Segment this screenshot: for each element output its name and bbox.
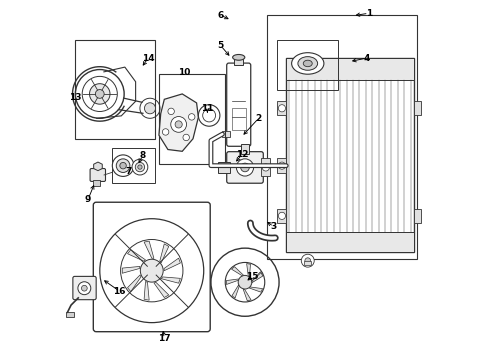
Polygon shape — [226, 279, 239, 284]
Text: 13: 13 — [70, 93, 82, 102]
Circle shape — [189, 114, 195, 120]
Bar — [277, 209, 286, 223]
Text: 2: 2 — [255, 114, 262, 123]
Bar — [112, 148, 155, 183]
Circle shape — [168, 108, 174, 114]
Bar — [66, 311, 74, 316]
Ellipse shape — [292, 53, 324, 74]
Circle shape — [138, 165, 142, 169]
Polygon shape — [249, 287, 263, 292]
FancyBboxPatch shape — [227, 63, 251, 146]
Polygon shape — [127, 250, 146, 261]
Polygon shape — [144, 241, 154, 258]
Polygon shape — [94, 162, 102, 171]
Text: 8: 8 — [140, 151, 146, 160]
Circle shape — [162, 129, 169, 135]
Polygon shape — [232, 285, 239, 298]
Text: 1: 1 — [366, 9, 372, 18]
Bar — [218, 162, 230, 173]
Circle shape — [96, 90, 104, 98]
Circle shape — [135, 162, 145, 172]
Polygon shape — [160, 244, 169, 263]
Bar — [286, 232, 414, 252]
Text: 12: 12 — [236, 150, 248, 159]
Ellipse shape — [233, 54, 245, 60]
FancyBboxPatch shape — [73, 276, 96, 300]
Text: 10: 10 — [178, 68, 190, 77]
Bar — [286, 58, 414, 252]
Bar — [277, 101, 286, 116]
Text: 3: 3 — [270, 222, 277, 231]
Bar — [261, 158, 270, 176]
Circle shape — [116, 159, 130, 172]
Text: 6: 6 — [218, 10, 224, 19]
Circle shape — [120, 162, 126, 169]
Text: 5: 5 — [218, 41, 224, 50]
Circle shape — [183, 134, 190, 141]
Text: 14: 14 — [142, 54, 154, 63]
Bar — [267, 15, 417, 259]
Circle shape — [171, 117, 187, 132]
Circle shape — [78, 282, 91, 295]
Circle shape — [145, 103, 155, 114]
FancyBboxPatch shape — [90, 168, 105, 181]
Circle shape — [278, 212, 286, 220]
Bar — [277, 40, 338, 90]
Bar — [93, 180, 100, 186]
Bar — [241, 144, 249, 154]
Bar — [414, 209, 421, 223]
Circle shape — [175, 121, 182, 128]
Polygon shape — [122, 266, 140, 273]
Polygon shape — [161, 277, 180, 283]
Bar — [222, 131, 230, 137]
Circle shape — [305, 258, 311, 264]
Bar — [286, 58, 414, 80]
Text: 11: 11 — [201, 104, 214, 113]
Bar — [74, 40, 155, 139]
Circle shape — [236, 159, 254, 176]
Polygon shape — [144, 282, 149, 300]
Bar — [234, 57, 244, 65]
Bar — [414, 101, 421, 116]
Polygon shape — [154, 282, 169, 297]
Polygon shape — [243, 289, 251, 301]
Circle shape — [90, 84, 110, 104]
Circle shape — [241, 163, 249, 172]
Bar — [304, 261, 311, 265]
Polygon shape — [164, 258, 180, 271]
Polygon shape — [252, 272, 262, 282]
Circle shape — [140, 259, 163, 282]
Text: 7: 7 — [125, 167, 132, 176]
Circle shape — [112, 155, 134, 176]
Ellipse shape — [303, 60, 312, 67]
Bar — [159, 74, 225, 164]
Circle shape — [262, 164, 270, 171]
Text: 17: 17 — [158, 334, 171, 343]
Bar — [277, 158, 286, 173]
Circle shape — [301, 254, 314, 267]
Circle shape — [81, 285, 87, 291]
Circle shape — [238, 275, 252, 289]
Circle shape — [278, 105, 286, 112]
Polygon shape — [231, 267, 244, 276]
Polygon shape — [159, 94, 198, 151]
Circle shape — [278, 162, 286, 169]
Text: 16: 16 — [113, 287, 126, 296]
Polygon shape — [246, 264, 250, 276]
Text: 15: 15 — [246, 272, 258, 281]
FancyBboxPatch shape — [227, 152, 263, 183]
Text: 4: 4 — [364, 54, 370, 63]
Bar — [232, 108, 245, 130]
Text: 9: 9 — [85, 195, 91, 204]
Ellipse shape — [298, 57, 318, 70]
Polygon shape — [252, 273, 263, 283]
Circle shape — [132, 159, 148, 175]
Polygon shape — [127, 275, 141, 292]
